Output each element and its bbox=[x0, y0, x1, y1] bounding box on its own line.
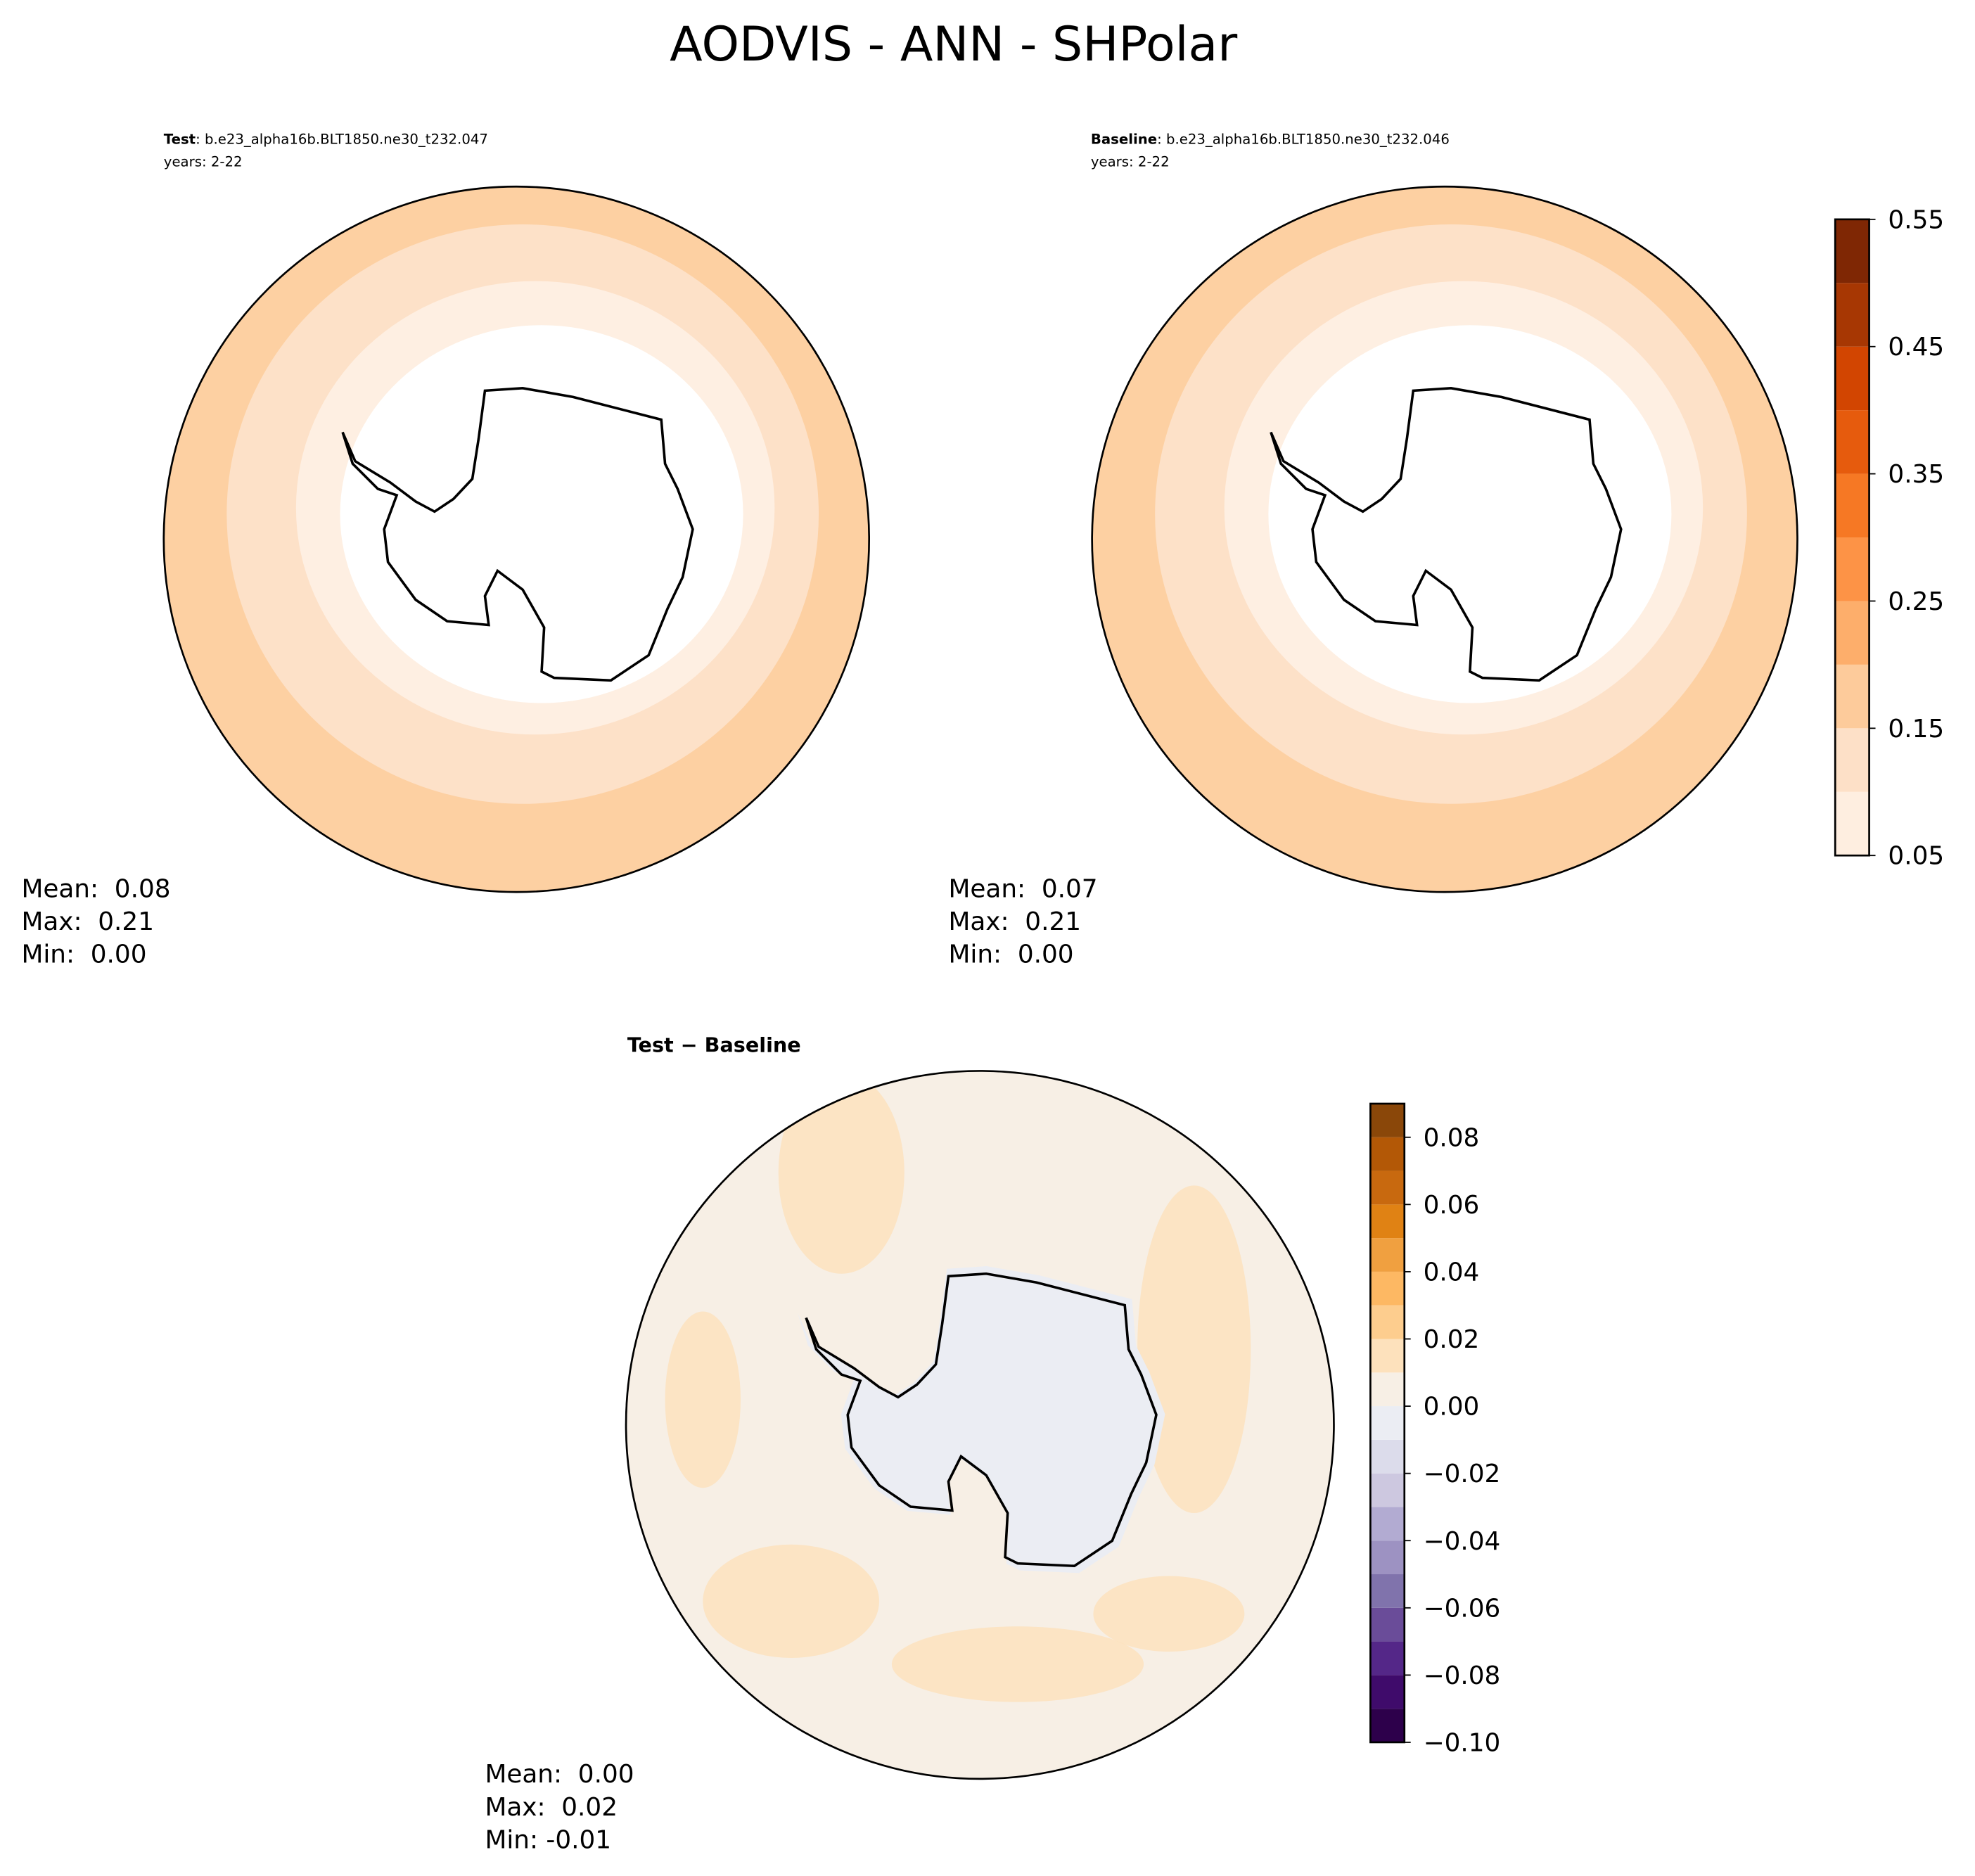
map bbox=[626, 1071, 1334, 1779]
colorbar-band bbox=[1370, 1204, 1405, 1239]
panel-header: Baseline: b.e23_alpha16b.BLT1850.ne30_t2… bbox=[1091, 131, 1450, 147]
colorbar-tick-label: 0.35 bbox=[1888, 460, 1944, 489]
colorbar-tick-label: 0.08 bbox=[1424, 1123, 1480, 1152]
colorbar-band bbox=[1835, 346, 1869, 411]
stat: Mean: 0.07 bbox=[948, 874, 1097, 903]
panel-case: : b.e23_alpha16b.BLT1850.ne30_t232.046 bbox=[1157, 131, 1450, 147]
map-fill bbox=[891, 1626, 1144, 1702]
map-border bbox=[1091, 185, 1798, 893]
map-border bbox=[625, 1070, 1335, 1780]
colorbar-band bbox=[1370, 1137, 1405, 1171]
stat: Min: 0.00 bbox=[948, 940, 1073, 969]
colorbar-band bbox=[1370, 1473, 1405, 1507]
colorbar-band bbox=[1835, 283, 1869, 347]
colorbar-band bbox=[1370, 1507, 1405, 1541]
coastline bbox=[805, 1272, 1158, 1568]
map-fill bbox=[1268, 325, 1672, 703]
colorbar-band bbox=[1835, 537, 1869, 601]
panel-label: Test − Baseline bbox=[627, 1033, 801, 1057]
panel-label: Test bbox=[164, 131, 196, 147]
coastline bbox=[1270, 387, 1623, 682]
stat: Max: 0.02 bbox=[485, 1793, 618, 1822]
colorbar-band bbox=[1370, 1709, 1405, 1742]
colorbar-band bbox=[1835, 728, 1869, 792]
map-fill bbox=[1137, 1185, 1251, 1514]
stat: Mean: 0.00 bbox=[485, 1760, 634, 1789]
panel-case: : b.e23_alpha16b.BLT1850.ne30_t232.047 bbox=[196, 131, 488, 147]
map bbox=[1092, 186, 1798, 893]
map-border bbox=[162, 185, 871, 893]
map-fill bbox=[778, 1072, 905, 1274]
colorbar-band bbox=[1370, 1540, 1405, 1575]
panel-header: Test: b.e23_alpha16b.BLT1850.ne30_t232.0… bbox=[164, 131, 488, 147]
panel-years: years: 2-22 bbox=[164, 154, 243, 170]
colorbar-tick-label: 0.45 bbox=[1888, 333, 1944, 362]
colorbar-tick-label: 0.25 bbox=[1888, 587, 1944, 616]
colorbar-tick-label: −0.08 bbox=[1424, 1661, 1501, 1690]
colorbar-band bbox=[1835, 664, 1869, 729]
figure-title: AODVIS - ANN - SHPolar bbox=[670, 17, 1237, 72]
colorbar-tick-label: 0.15 bbox=[1888, 715, 1944, 744]
colorbar-band bbox=[1835, 219, 1869, 283]
colorbar-band bbox=[1370, 1607, 1405, 1642]
colorbar-band bbox=[1370, 1305, 1405, 1339]
colorbar-band bbox=[1835, 601, 1869, 665]
colorbar-tick-label: −0.06 bbox=[1424, 1594, 1501, 1623]
colorbar-band bbox=[1370, 1170, 1405, 1205]
colorbar-band bbox=[1370, 1372, 1405, 1407]
map-fill bbox=[703, 1544, 879, 1658]
colorbar-band bbox=[1370, 1406, 1405, 1440]
panel-years: years: 2-22 bbox=[1091, 154, 1170, 170]
colorbar-band bbox=[1370, 1339, 1405, 1373]
colorbar-frame bbox=[1369, 1102, 1406, 1744]
map-fill bbox=[1093, 1576, 1245, 1652]
colorbar-tick-label: −0.02 bbox=[1424, 1460, 1501, 1488]
colorbar-band bbox=[1370, 1271, 1405, 1306]
colorbar-band bbox=[1370, 1238, 1405, 1272]
colorbar-tick-label: 0.05 bbox=[1888, 842, 1944, 871]
stat: Max: 0.21 bbox=[21, 907, 154, 936]
colorbar-tick-label: 0.00 bbox=[1424, 1393, 1480, 1422]
map-fill bbox=[340, 325, 743, 703]
colorbar-band bbox=[1370, 1103, 1405, 1137]
stat: Min: 0.00 bbox=[21, 940, 146, 969]
colorbar-frame bbox=[1834, 218, 1870, 857]
panel-header: Test − Baseline bbox=[627, 1033, 801, 1057]
colorbar-tick-label: 0.02 bbox=[1424, 1325, 1480, 1354]
map-fill bbox=[797, 1266, 1165, 1574]
stat: Min: -0.01 bbox=[485, 1825, 611, 1854]
coastline bbox=[341, 387, 694, 682]
colorbar-tick-label: 0.04 bbox=[1424, 1258, 1480, 1287]
colorbar-band bbox=[1835, 791, 1869, 856]
panel-label: Baseline bbox=[1091, 131, 1157, 147]
colorbar-band bbox=[1370, 1675, 1405, 1709]
colorbar-band bbox=[1370, 1574, 1405, 1608]
colorbar-band bbox=[1835, 473, 1869, 538]
colorbar-tick-label: 0.06 bbox=[1424, 1191, 1480, 1220]
colorbar-tick-label: −0.10 bbox=[1424, 1728, 1501, 1757]
stat: Mean: 0.08 bbox=[21, 874, 170, 903]
map bbox=[163, 186, 869, 893]
colorbar-band bbox=[1835, 410, 1869, 474]
map-fill bbox=[665, 1311, 741, 1488]
colorbar-tick-label: 0.55 bbox=[1888, 205, 1944, 234]
colorbar-tick-label: −0.04 bbox=[1424, 1527, 1501, 1556]
stat: Max: 0.21 bbox=[948, 907, 1081, 936]
colorbar-band bbox=[1370, 1439, 1405, 1474]
colorbar-band bbox=[1370, 1641, 1405, 1676]
